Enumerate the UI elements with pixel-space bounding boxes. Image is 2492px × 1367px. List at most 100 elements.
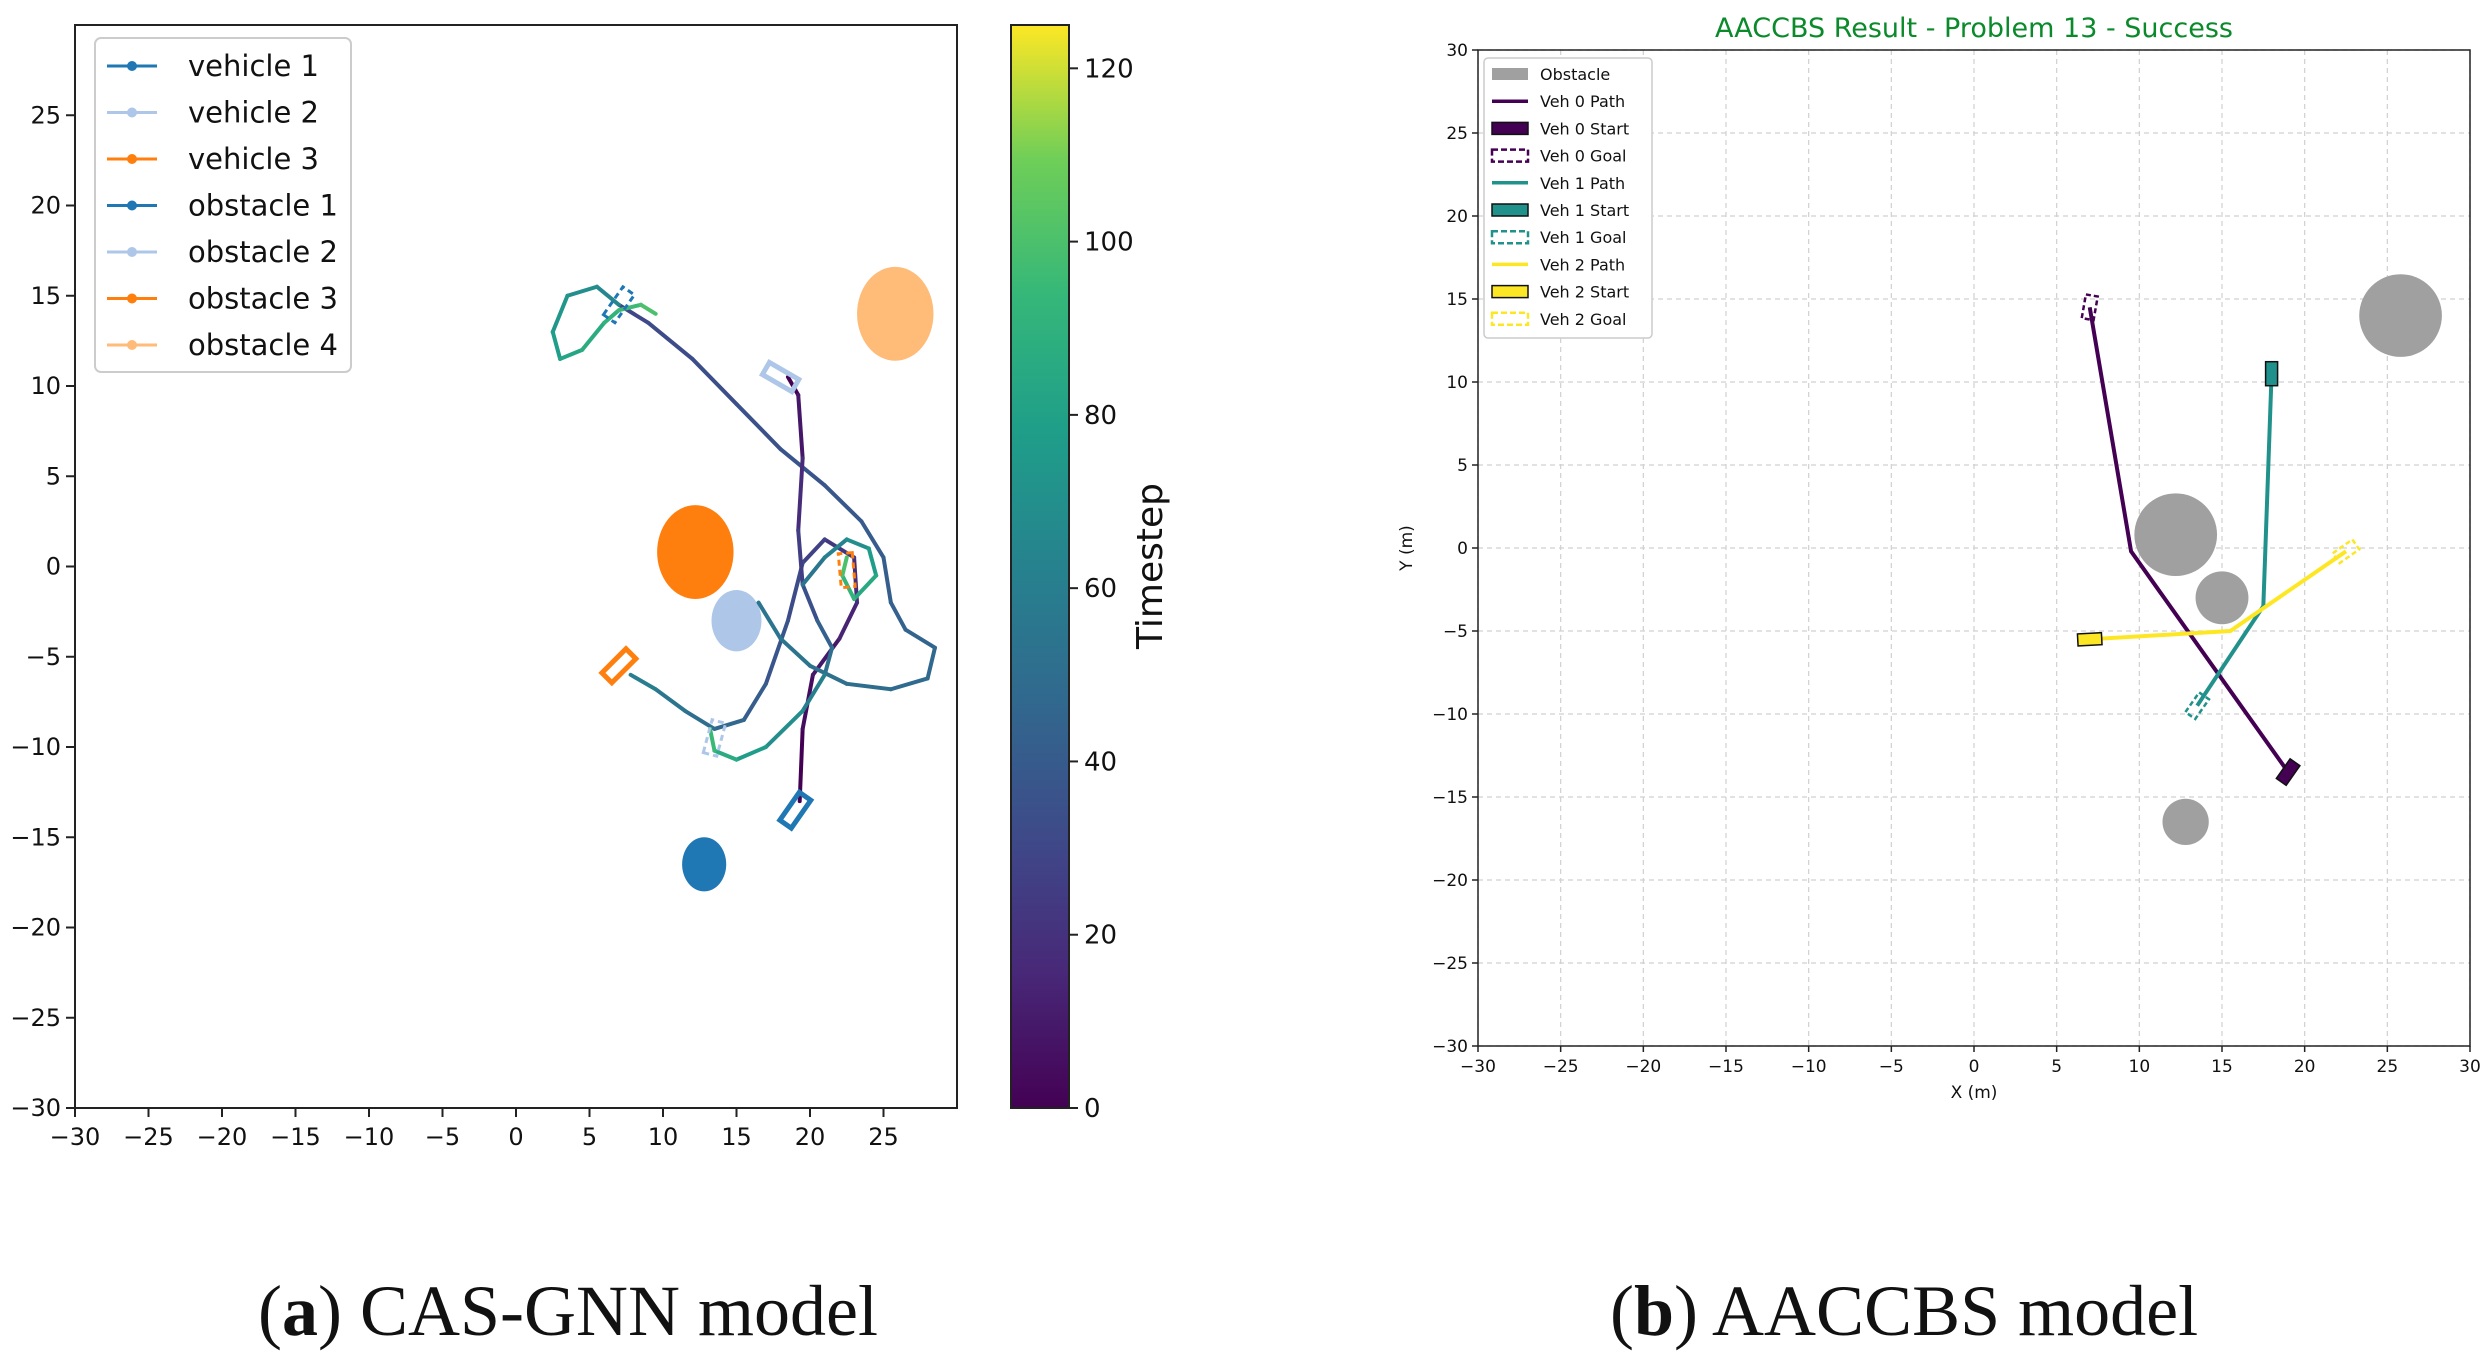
colorbar-label: Timestep xyxy=(1130,483,1171,650)
a-path-segment xyxy=(903,627,937,650)
a-path-5 xyxy=(550,284,658,361)
a-x-tick-label: −10 xyxy=(344,1123,395,1151)
a-legend-marker xyxy=(127,61,137,71)
b-markers xyxy=(2076,292,2362,787)
a-legend-marker xyxy=(127,293,137,304)
b-x-tick-label: 5 xyxy=(2051,1057,2062,1077)
b-legend-label: Veh 2 Goal xyxy=(1540,310,1626,329)
b-veh-1-start xyxy=(2264,360,2279,387)
b-y-tick-label: 10 xyxy=(1446,373,1468,393)
a-obstacle-2 xyxy=(711,589,762,652)
a-y-tick-label: −30 xyxy=(10,1094,61,1122)
a-path-segment xyxy=(558,347,585,361)
b-legend-label: Veh 1 Goal xyxy=(1540,228,1626,247)
a-path-segment xyxy=(550,293,570,334)
b-y-tick-label: −25 xyxy=(1432,954,1468,974)
b-y-tick-label: −15 xyxy=(1432,788,1468,808)
a-path-segment xyxy=(734,402,783,452)
b-legend-swatch xyxy=(1490,148,1530,163)
a-y-tick-label: −20 xyxy=(10,914,61,942)
a-path-segment xyxy=(866,546,879,578)
a-y-tick-label: 15 xyxy=(30,282,61,310)
colorbar-tick-label: 0 xyxy=(1084,1094,1101,1124)
a-path-segment xyxy=(822,645,835,677)
a-y-tick-label: 10 xyxy=(30,372,61,400)
a-legend-label: obstacle 3 xyxy=(188,282,338,316)
b-x-tick-label: 30 xyxy=(2459,1057,2481,1077)
b-x-tick-label: −15 xyxy=(1708,1057,1744,1077)
a-legend-marker xyxy=(127,247,137,257)
a-legend-label: vehicle 1 xyxy=(188,49,319,83)
a-obstacle-4 xyxy=(857,266,934,361)
a-path-segment xyxy=(925,645,937,681)
b-legend-label: Veh 2 Path xyxy=(1540,255,1625,274)
a-path-segment xyxy=(628,672,658,692)
a-path-segment xyxy=(822,483,864,524)
b-y-tick-label: −30 xyxy=(1432,1037,1468,1057)
chart-b: −30 −25 −20 −15 −10 −5 0 5 10 15 20 25 30 −30−25−20−… xyxy=(1397,13,2481,1103)
b-legend-label: Veh 1 Path xyxy=(1540,174,1625,193)
b-legend-label: Veh 0 Goal xyxy=(1540,147,1626,166)
b-obstacle-3 xyxy=(2195,571,2249,625)
a-legend-marker xyxy=(127,200,137,211)
a-legend-label: obstacle 4 xyxy=(188,328,338,362)
a-path-segment xyxy=(800,672,827,713)
b-y-ticks: −30 −25 −20 −15 −10 −5 0 5 10 15 20 25 30 xyxy=(1432,41,1478,1057)
a-path-segment xyxy=(796,528,805,587)
a-y-tick-label: 25 xyxy=(30,101,61,129)
colorbar xyxy=(1010,24,1070,1109)
colorbar-ticks: 0 20 40 60 80 100 120 xyxy=(1069,54,1134,1124)
b-legend-label: Veh 0 Path xyxy=(1540,92,1625,111)
b-x-tick-label: −20 xyxy=(1625,1057,1661,1077)
b-x-tick-label: 0 xyxy=(1969,1057,1980,1077)
b-legend: Obstacle Veh 0 Path Veh 0 Start Veh 0 Goal V… xyxy=(1483,57,1653,339)
a-path-segment xyxy=(822,537,849,560)
b-y-tick-label: −10 xyxy=(1432,705,1468,725)
a-paths xyxy=(550,284,937,804)
b-obstacle-2 xyxy=(2134,493,2218,577)
b-legend-label: Veh 0 Start xyxy=(1540,119,1629,138)
colorbar-tick-label: 80 xyxy=(1084,401,1117,431)
b-obstacle-1 xyxy=(2359,274,2442,357)
b-legend-label: Veh 2 Start xyxy=(1540,283,1629,302)
a-legend-marker xyxy=(127,154,137,164)
a-path-segment xyxy=(808,663,849,686)
chart-a: −30 −25 −20 −15 −10 −5 0 5 10 15 20 25 −30 −25 −20 −15… xyxy=(10,24,1171,1151)
a-y-tick-label: −15 xyxy=(10,823,61,851)
a-legend-box xyxy=(94,37,352,373)
a-y-tick-label: −25 xyxy=(10,1004,61,1032)
a-path-segment xyxy=(800,582,820,623)
a-path-segment xyxy=(708,726,717,753)
caption-a: (a) CAS-GNN model xyxy=(258,1271,878,1351)
b-y-tick-label: −5 xyxy=(1443,622,1468,642)
a-x-ticks: −30 −25 −20 −15 −10 −5 0 5 10 15 20 25 xyxy=(50,1108,899,1151)
b-y-tick-label: 5 xyxy=(1457,456,1468,476)
a-y-tick-label: 0 xyxy=(46,553,61,581)
b-x-tick-label: 10 xyxy=(2129,1057,2151,1077)
a-y-tick-label: −10 xyxy=(10,733,61,761)
b-x-tick-label: 15 xyxy=(2211,1057,2233,1077)
a-vehicle-1-goal xyxy=(601,284,637,325)
b-veh-2-goal xyxy=(2330,537,2362,565)
b-x-tick-label: −30 xyxy=(1460,1057,1496,1077)
b-veh-1-goal xyxy=(2183,690,2211,721)
b-legend-swatch xyxy=(1491,203,1529,217)
a-path-segment xyxy=(653,687,688,713)
b-legend-label: Veh 1 Start xyxy=(1540,201,1629,220)
b-x-tick-label: 25 xyxy=(2377,1057,2399,1077)
colorbar-tick-label: 20 xyxy=(1084,921,1117,951)
a-path-segment xyxy=(638,302,658,316)
b-y-tick-label: 25 xyxy=(1446,124,1468,144)
a-path-segment xyxy=(550,329,563,361)
b-legend-swatch xyxy=(1491,284,1529,299)
a-path-segment xyxy=(815,618,835,650)
b-y-axis-label: Y (m) xyxy=(1397,525,1417,572)
a-obstacle-3 xyxy=(657,505,734,599)
a-path-3 xyxy=(708,374,835,762)
b-x-tick-label: −5 xyxy=(1879,1057,1904,1077)
b-paths xyxy=(2087,306,2348,774)
a-path-segment xyxy=(602,308,621,325)
a-path-segment xyxy=(778,636,812,668)
a-path-segment xyxy=(888,600,908,632)
